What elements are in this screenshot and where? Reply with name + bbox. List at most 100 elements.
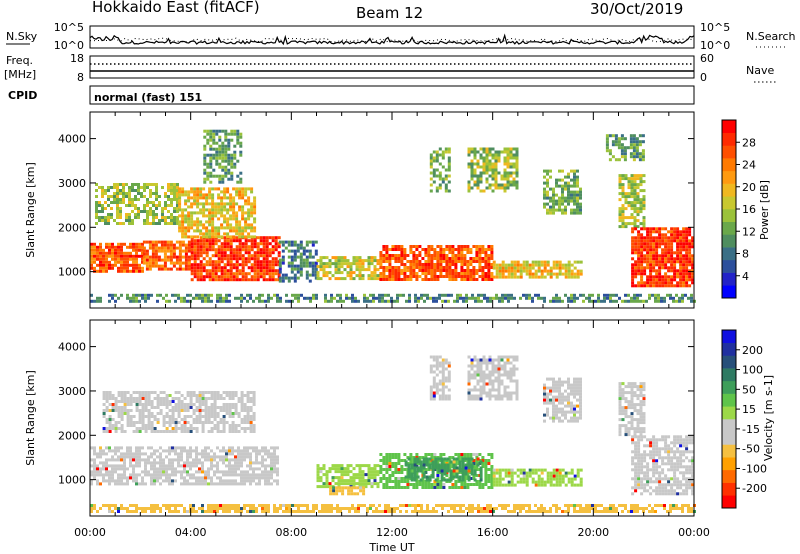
power-cell-6 xyxy=(305,240,309,244)
power-cell-2 xyxy=(193,275,197,279)
power-cell-4 xyxy=(178,190,182,194)
power-cell-9 xyxy=(507,275,511,279)
velocity-cell-0 xyxy=(183,464,186,468)
velocity-cell-3 xyxy=(394,480,398,483)
velocity-cell-1 xyxy=(120,424,124,427)
power-cell-16 xyxy=(498,299,501,303)
power-cell-4 xyxy=(184,226,188,230)
velocity-cell-2 xyxy=(334,482,338,486)
power-cell-2 xyxy=(259,263,263,267)
power-cell-14 xyxy=(667,284,671,288)
power-cell-14 xyxy=(661,263,665,267)
power-cell-6 xyxy=(311,255,315,259)
power-cell-8 xyxy=(439,272,443,275)
power-cell-2 xyxy=(277,251,281,255)
power-cell-1 xyxy=(187,258,191,262)
power-cell-4 xyxy=(211,205,215,209)
velocity-cell-3 xyxy=(484,462,488,465)
power-cell-8 xyxy=(445,254,449,257)
power-cell-5 xyxy=(212,156,216,160)
velocity-cell-2 xyxy=(337,464,341,468)
power-cell-0 xyxy=(135,248,138,252)
power-colorbar-tick-0: 28 xyxy=(742,136,756,149)
power-cell-5 xyxy=(212,132,216,136)
velocity-cell-0 xyxy=(264,464,267,468)
power-cell-5 xyxy=(215,132,219,136)
power-cell-2 xyxy=(226,239,230,243)
velocity-cell-0 xyxy=(219,449,222,453)
velocity-cell-2 xyxy=(334,467,338,471)
power-cell-2 xyxy=(241,248,245,252)
power-cell-4 xyxy=(238,190,242,194)
power-cell-5 xyxy=(224,150,228,154)
velocity-cell-0 xyxy=(153,479,156,483)
power-cell-7 xyxy=(358,268,362,272)
power-cell-8 xyxy=(466,263,470,266)
power-cell-10 xyxy=(429,177,433,181)
power-cell-8 xyxy=(382,275,386,278)
power-cell-14 xyxy=(637,263,641,267)
power-cell-14 xyxy=(673,233,677,237)
power-cell-16 xyxy=(381,293,384,297)
power-cell-14 xyxy=(643,272,647,276)
power-cell-4 xyxy=(181,235,185,239)
velocity-cell-1 xyxy=(222,391,226,394)
velocity-cell-0 xyxy=(216,467,219,471)
power-cell-1 xyxy=(166,243,170,247)
velocity-cell-1 xyxy=(135,397,139,400)
power-cell-16 xyxy=(243,296,246,300)
velocity-cell-0 xyxy=(264,449,267,453)
power-cell-14 xyxy=(688,269,692,273)
power-y-tick-label-2: 3000 xyxy=(58,177,86,190)
power-cell-11 xyxy=(494,171,498,175)
velocity-cell-1 xyxy=(252,412,256,415)
power-cell-8 xyxy=(481,260,485,263)
power-cell-9 xyxy=(519,269,523,273)
power-cell-2 xyxy=(229,245,233,249)
power-cell-4 xyxy=(187,199,191,203)
velocity-cell-1 xyxy=(249,406,253,409)
power-cell-2 xyxy=(259,251,263,255)
power-cell-16 xyxy=(156,293,159,297)
velocity-cell-1 xyxy=(111,427,115,430)
power-cell-2 xyxy=(232,266,236,270)
power-cell-2 xyxy=(259,275,263,279)
power-cell-2 xyxy=(214,263,218,267)
power-cell-2 xyxy=(214,269,218,273)
velocity-cell-1 xyxy=(123,403,127,406)
power-cell-14 xyxy=(631,272,635,276)
power-cell-0 xyxy=(129,269,132,273)
velocity-cell-0 xyxy=(240,455,243,459)
power-cell-16 xyxy=(267,296,270,300)
power-cell-2 xyxy=(256,251,260,255)
velocity-cell-1 xyxy=(204,406,208,409)
power-cell-6 xyxy=(314,261,318,265)
velocity-cell-0 xyxy=(159,452,162,456)
power-cell-14 xyxy=(649,257,653,261)
power-cell-1 xyxy=(154,240,158,244)
power-cell-14 xyxy=(688,275,692,279)
power-cell-8 xyxy=(463,275,467,278)
power-cell-14 xyxy=(670,281,674,285)
power-cell-0 xyxy=(138,242,141,246)
power-cell-11 xyxy=(497,183,501,187)
velocity-cell-3 xyxy=(385,486,389,489)
power-cell-12 xyxy=(573,181,576,185)
power-cell-16 xyxy=(642,299,645,303)
power-cell-4 xyxy=(199,232,203,236)
velocity-cell-3 xyxy=(457,456,461,459)
power-cell-1 xyxy=(178,258,182,262)
power-cell-8 xyxy=(397,248,401,251)
power-cell-9 xyxy=(552,260,556,264)
power-cell-11 xyxy=(512,156,516,160)
power-cell-16 xyxy=(417,299,420,303)
power-cell-2 xyxy=(208,278,212,282)
power-cell-1 xyxy=(184,264,188,268)
power-cell-2 xyxy=(208,245,212,249)
power-cell-3 xyxy=(164,192,167,195)
power-cell-8 xyxy=(487,275,491,278)
power-cell-5 xyxy=(233,162,237,166)
power-cell-13 xyxy=(621,204,625,208)
power-cell-16 xyxy=(630,299,633,303)
power-cell-4 xyxy=(181,232,185,236)
